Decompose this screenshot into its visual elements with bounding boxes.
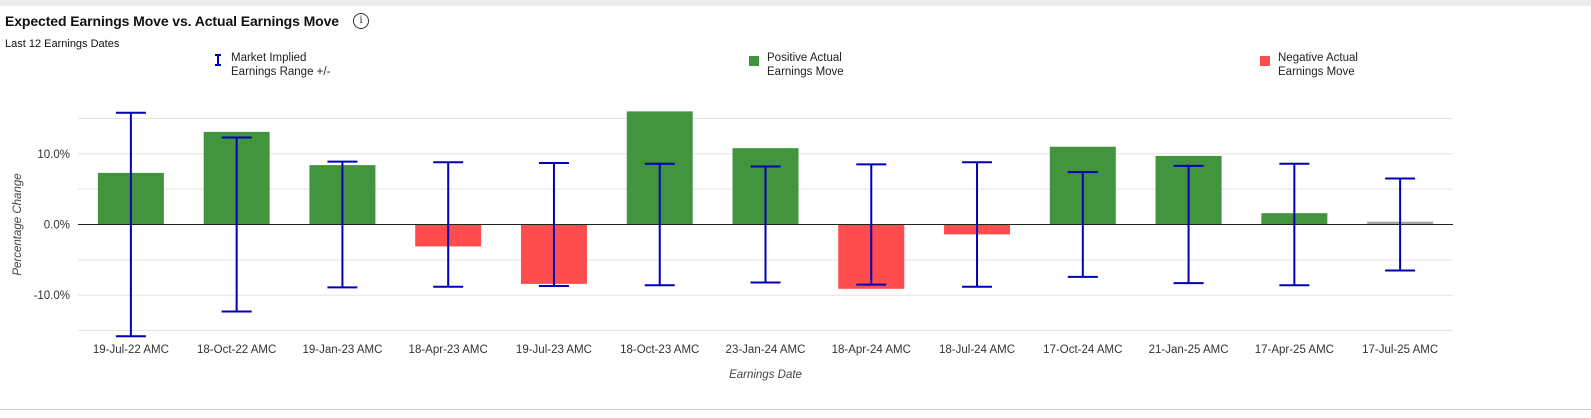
legend-positive-move[interactable]: Positive Actual Earnings Move	[749, 51, 844, 79]
x-axis-title: Earnings Date	[729, 369, 802, 381]
x-tick-label: 19-Jul-22 AMC	[93, 344, 169, 356]
x-tick-label: 19-Jan-23 AMC	[302, 344, 382, 356]
implied-range-errorbar[interactable]	[327, 160, 358, 289]
y-tick-label: 0.0%	[44, 220, 70, 232]
implied-range-errorbar[interactable]	[221, 136, 252, 313]
x-tick-label: 17-Apr-25 AMC	[1255, 344, 1334, 356]
implied-range-errorbar[interactable]	[856, 163, 887, 286]
implied-range-errorbar[interactable]	[1279, 162, 1310, 287]
top-border-strip	[0, 0, 1591, 6]
chart-title: Expected Earnings Move vs. Actual Earnin…	[5, 13, 339, 29]
x-tick-label: 21-Jan-25 AMC	[1149, 344, 1229, 356]
bottom-divider	[0, 409, 1591, 410]
x-tick-label: 19-Jul-23 AMC	[516, 344, 592, 356]
info-icon[interactable]: i	[353, 13, 369, 29]
x-tick-label: 18-Oct-23 AMC	[620, 344, 699, 356]
x-tick-label: 18-Apr-24 AMC	[832, 344, 911, 356]
errorbar-icon	[215, 54, 221, 66]
implied-range-errorbar[interactable]	[433, 161, 464, 288]
legend-negative-label: Negative Actual Earnings Move	[1278, 52, 1358, 78]
x-tick-label: 17-Jul-25 AMC	[1362, 344, 1438, 356]
x-tick-label: 18-Jul-24 AMC	[939, 344, 1015, 356]
chart-header: Expected Earnings Move vs. Actual Earnin…	[5, 13, 369, 29]
y-tick-label: -10.0%	[34, 290, 70, 302]
legend-negative-move[interactable]: Negative Actual Earnings Move	[1260, 51, 1358, 79]
y-tick-label: 10.0%	[37, 149, 70, 161]
x-tick-label: 18-Oct-22 AMC	[197, 344, 276, 356]
implied-range-errorbar[interactable]	[538, 161, 569, 288]
x-tick-label: 18-Apr-23 AMC	[409, 344, 488, 356]
chart-subtitle: Last 12 Earnings Dates	[5, 38, 120, 50]
x-tick-label: 23-Jan-24 AMC	[726, 344, 806, 356]
legend-implied-range[interactable]: Market Implied Earnings Range +/-	[213, 51, 330, 79]
implied-range-errorbar[interactable]	[115, 111, 146, 338]
implied-range-errorbar[interactable]	[644, 162, 675, 287]
legend-positive-label: Positive Actual Earnings Move	[767, 52, 844, 78]
implied-range-errorbar[interactable]	[962, 161, 993, 288]
implied-range-errorbar[interactable]	[1173, 164, 1204, 285]
implied-range-errorbar[interactable]	[1067, 171, 1098, 278]
implied-range-errorbar[interactable]	[750, 165, 781, 284]
negative-swatch-icon	[1260, 56, 1270, 66]
x-tick-label: 17-Oct-24 AMC	[1043, 344, 1122, 356]
y-axis-title: Percentage Change	[12, 173, 24, 275]
implied-range-errorbar[interactable]	[1385, 177, 1416, 272]
positive-swatch-icon	[749, 56, 759, 66]
legend-implied-label: Market Implied Earnings Range +/-	[231, 52, 331, 78]
